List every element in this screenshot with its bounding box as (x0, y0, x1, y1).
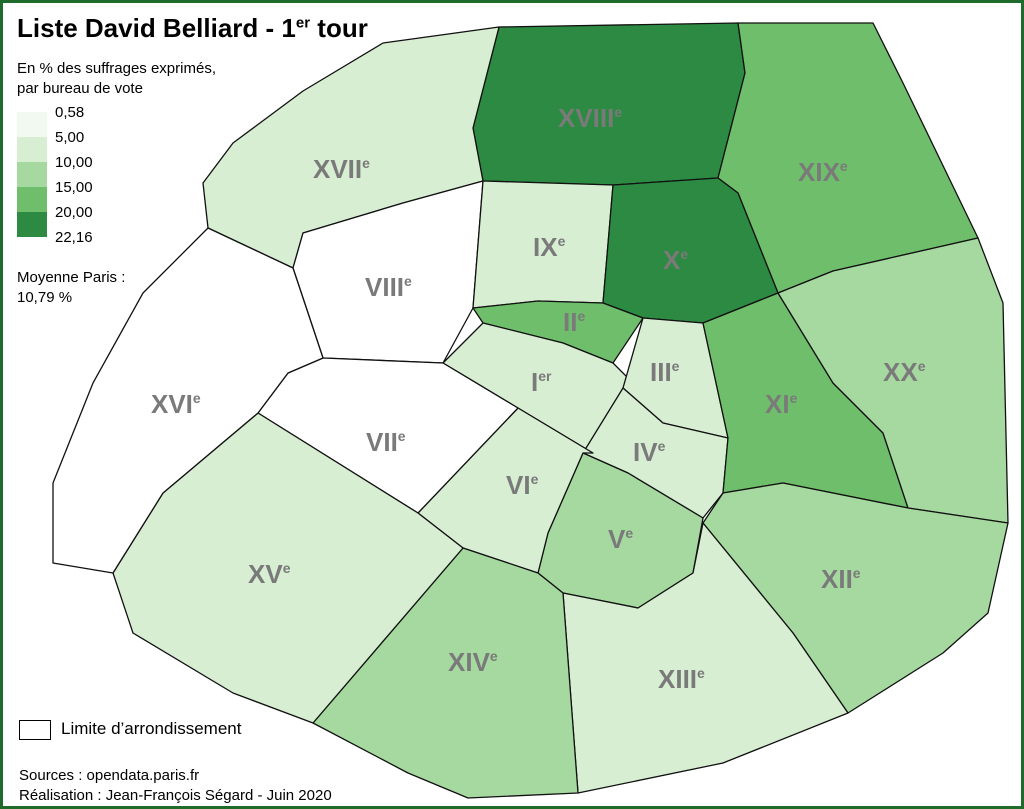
legend-value: 10,00 (55, 154, 93, 171)
subtitle-line-2: par bureau de vote (17, 80, 143, 97)
label-IV: IVe (633, 437, 666, 467)
label-XVI: XVIe (151, 389, 201, 419)
label-X: Xe (663, 245, 688, 275)
legend-swatch (17, 112, 47, 137)
credit-text: Réalisation : Jean-François Ségard - Jui… (19, 787, 332, 804)
credits: Sources : opendata.paris.fr Réalisation … (19, 766, 332, 806)
boundary-legend-label: Limite d’arrondissement (61, 719, 242, 738)
label-XV: XVe (248, 559, 291, 589)
label-V: Ve (608, 524, 633, 554)
label-II: IIe (563, 307, 585, 337)
label-XIX: XIXe (798, 157, 848, 187)
paris-average: Moyenne Paris : 10,79 % (17, 268, 125, 308)
title-text: Liste David Belliard - 1 (17, 13, 296, 43)
boundary-swatch (19, 719, 51, 740)
label-XIII: XIIIe (658, 664, 705, 694)
map-title: Liste David Belliard - 1er tour (17, 13, 368, 44)
title-superscript: er (295, 14, 311, 32)
label-XIV: XIVe (448, 647, 498, 677)
legend-value: 0,58 (55, 104, 85, 121)
legend-value: 15,00 (55, 179, 93, 196)
legend-value: 5,00 (55, 129, 85, 146)
label-VI: VIe (506, 470, 539, 500)
label-VIII: VIIIe (365, 272, 412, 302)
label-VII: VIIe (366, 427, 406, 457)
label-IX: IXe (533, 232, 566, 262)
legend-swatch (17, 187, 47, 212)
average-label: Moyenne Paris : (17, 269, 126, 286)
title-suffix: tour (310, 13, 368, 43)
sources-text: Sources : opendata.paris.fr (19, 767, 200, 784)
legend-value: 22,16 (55, 229, 93, 246)
boundary-legend: Limite d’arrondissement (19, 719, 241, 740)
district-XIV (312, 547, 579, 799)
label-XII: XIIe (821, 564, 861, 594)
average-value: 10,79 % (17, 289, 73, 306)
label-XVII: XVIIe (313, 154, 370, 184)
map-subtitle: En % des suffrages exprimés, par bureau … (17, 59, 216, 99)
label-III: IIIe (650, 357, 680, 387)
legend-swatch (17, 212, 47, 237)
legend-swatch (17, 137, 47, 162)
legend-swatch (17, 162, 47, 187)
subtitle-line-1: En % des suffrages exprimés, (17, 60, 216, 77)
district-XIII (562, 522, 849, 794)
legend-value: 20,00 (55, 204, 93, 221)
label-XX: XXe (883, 357, 926, 387)
label-XVIII: XVIIIe (558, 103, 622, 133)
label-XI: XIe (765, 389, 798, 419)
district-XVI (52, 227, 324, 574)
label-I: Ier (531, 367, 552, 397)
paris-choropleth-map: XVIIIe XIXe XVIIe VIIIe IXe Xe IIe Ier I… (52, 22, 1009, 799)
